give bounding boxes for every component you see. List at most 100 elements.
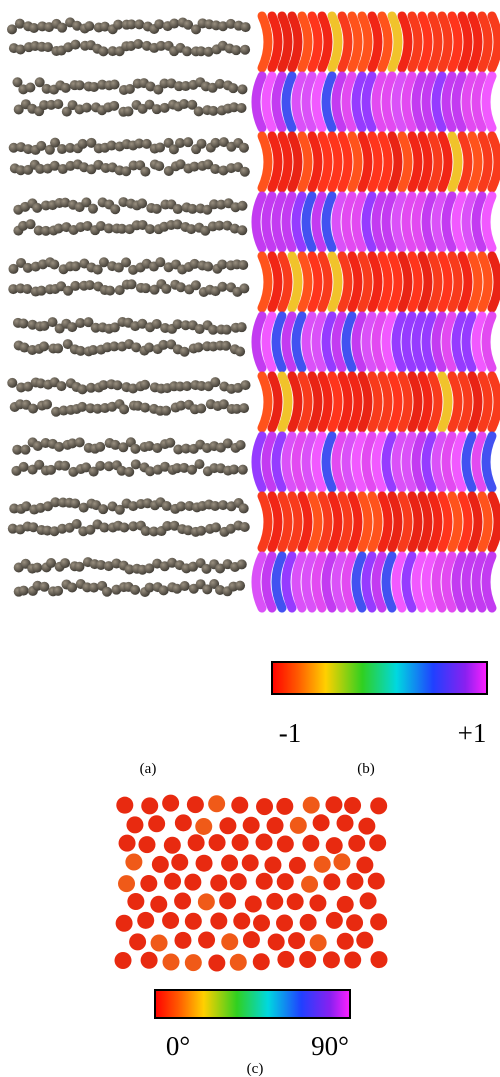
molecule xyxy=(372,376,378,428)
molecule xyxy=(272,136,278,188)
disk xyxy=(151,934,168,951)
sphere xyxy=(49,259,59,269)
disk xyxy=(116,797,133,814)
disk xyxy=(300,914,317,931)
molecule xyxy=(402,16,408,68)
sphere xyxy=(71,261,81,271)
disk xyxy=(138,836,155,853)
disk xyxy=(256,798,273,815)
molecule xyxy=(486,76,492,128)
disk xyxy=(230,873,247,890)
sphere xyxy=(231,45,241,55)
molecule xyxy=(282,136,288,188)
molecule xyxy=(362,136,368,188)
sphere xyxy=(42,399,52,409)
sphere xyxy=(53,586,63,596)
molecule xyxy=(456,316,462,368)
molecule xyxy=(306,76,312,128)
molecule xyxy=(286,556,292,608)
sphere xyxy=(241,22,251,32)
disk xyxy=(208,954,225,971)
disk xyxy=(337,815,354,832)
molecule xyxy=(276,196,282,248)
disk xyxy=(127,893,144,910)
sphere xyxy=(208,106,218,116)
disk xyxy=(337,896,354,913)
molecule xyxy=(492,496,498,548)
molecule xyxy=(466,196,472,248)
molecule xyxy=(332,376,338,428)
disk xyxy=(287,893,304,910)
sphere xyxy=(29,23,39,33)
molecule xyxy=(356,76,362,128)
disk xyxy=(303,797,320,814)
sphere xyxy=(140,167,150,177)
molecule xyxy=(456,436,462,488)
sphere xyxy=(36,141,46,151)
molecule xyxy=(276,556,282,608)
sphere xyxy=(159,585,169,595)
molecule xyxy=(296,76,302,128)
sphere xyxy=(70,498,80,508)
caption: (c) xyxy=(247,1061,264,1077)
molecule xyxy=(272,16,278,68)
molecule xyxy=(436,196,442,248)
molecule xyxy=(312,376,318,428)
disk xyxy=(171,854,188,871)
molecule xyxy=(412,256,418,308)
molecule xyxy=(262,16,268,68)
molecule xyxy=(396,316,402,368)
molecule xyxy=(312,136,318,188)
molecule xyxy=(472,496,478,548)
molecule xyxy=(326,436,332,488)
molecule xyxy=(462,16,468,68)
molecule xyxy=(462,136,468,188)
sphere xyxy=(60,558,70,568)
disk xyxy=(164,873,181,890)
molecule xyxy=(416,316,422,368)
sphere xyxy=(197,139,207,149)
sphere xyxy=(240,522,250,532)
molecule xyxy=(426,436,432,488)
molecule xyxy=(316,436,322,488)
sphere xyxy=(180,347,190,357)
molecule xyxy=(406,76,412,128)
disk xyxy=(245,895,262,912)
sphere xyxy=(25,83,35,93)
molecule xyxy=(486,196,492,248)
molecule xyxy=(342,16,348,68)
molecule xyxy=(452,256,458,308)
molecule xyxy=(352,136,358,188)
molecule xyxy=(322,16,328,68)
molecule xyxy=(466,316,472,368)
sphere xyxy=(196,526,206,536)
disk xyxy=(242,854,259,871)
disk xyxy=(116,915,133,932)
molecule xyxy=(432,376,438,428)
molecule xyxy=(322,256,328,308)
disk xyxy=(356,932,373,949)
molecule xyxy=(472,16,478,68)
molecule xyxy=(302,16,308,68)
sphere xyxy=(75,437,85,447)
colorbar-max-label: +1 xyxy=(458,718,487,748)
molecule xyxy=(372,496,378,548)
molecule xyxy=(406,316,412,368)
molecule xyxy=(282,256,288,308)
disk xyxy=(174,932,191,949)
disk xyxy=(256,873,273,890)
disk xyxy=(253,915,270,932)
sphere xyxy=(228,83,238,93)
sphere xyxy=(95,442,105,452)
sphere xyxy=(221,341,231,351)
molecule xyxy=(402,496,408,548)
sphere xyxy=(19,318,29,328)
molecule xyxy=(312,16,318,68)
molecule xyxy=(382,256,388,308)
disk xyxy=(313,814,330,831)
molecule xyxy=(466,436,472,488)
colorbar-min-label: -1 xyxy=(279,718,302,748)
molecule xyxy=(256,76,262,128)
sphere xyxy=(26,219,36,229)
molecule xyxy=(386,556,392,608)
